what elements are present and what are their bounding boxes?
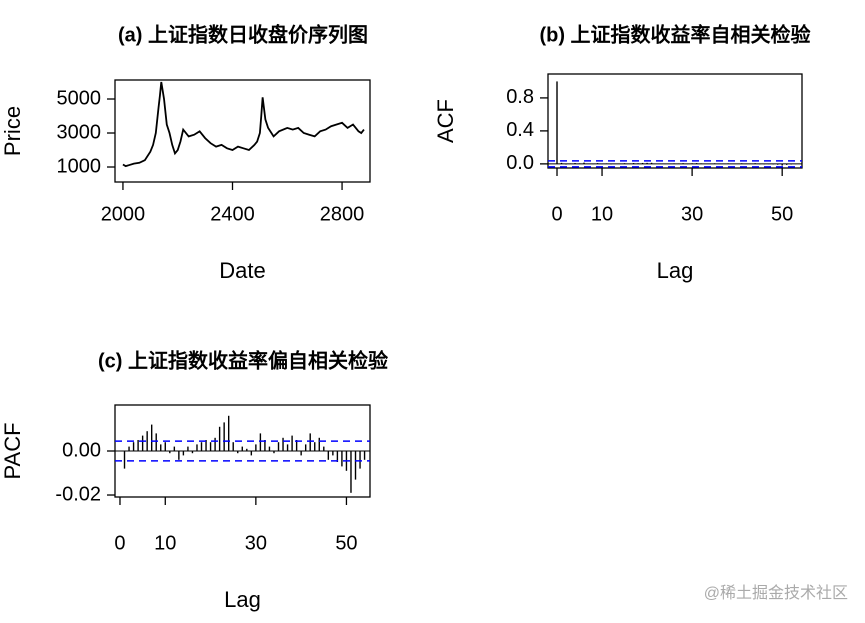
y-axis-title: Price bbox=[0, 106, 25, 156]
x-axis-title: Date bbox=[219, 258, 265, 283]
x-tick-label: 2800 bbox=[320, 203, 365, 225]
y-axis-title: PACF bbox=[0, 422, 25, 479]
chart-title: (a) 上证指数日收盘价序列图 bbox=[118, 22, 368, 46]
x-tick-label: 2000 bbox=[101, 203, 146, 225]
price-line bbox=[122, 81, 365, 168]
x-tick-label: 2400 bbox=[210, 203, 255, 225]
y-tick-label: 1000 bbox=[57, 155, 102, 177]
chart-title: (c) 上证指数收益率偏自相关检验 bbox=[98, 348, 388, 372]
y-tick-label: 0.8 bbox=[506, 86, 534, 108]
plot-frame bbox=[114, 79, 371, 183]
x-tick-label: 30 bbox=[681, 203, 703, 225]
y-tick-label: 5000 bbox=[57, 87, 102, 109]
y-tick-label: -0.02 bbox=[55, 483, 101, 505]
chart-title: (b) 上证指数收益率自相关检验 bbox=[539, 22, 810, 46]
watermark: @稀土掘金技术社区 bbox=[704, 584, 848, 602]
x-tick-label: 0 bbox=[114, 532, 125, 554]
x-tick-label: 10 bbox=[154, 532, 176, 554]
y-tick-label: 0.00 bbox=[62, 439, 101, 461]
x-tick-label: 30 bbox=[245, 532, 267, 554]
x-tick-label: 0 bbox=[551, 203, 562, 225]
x-tick-label: 50 bbox=[771, 203, 793, 225]
y-axis-title: ACF bbox=[433, 99, 458, 143]
plot-frame bbox=[547, 73, 803, 169]
y-tick-label: 0.0 bbox=[506, 152, 534, 174]
x-tick-label: 50 bbox=[335, 532, 357, 554]
x-axis-title: Lag bbox=[657, 258, 694, 283]
x-axis-title: Lag bbox=[224, 587, 261, 612]
y-tick-label: 3000 bbox=[57, 121, 102, 143]
y-tick-label: 0.4 bbox=[506, 119, 534, 141]
x-tick-label: 10 bbox=[591, 203, 613, 225]
